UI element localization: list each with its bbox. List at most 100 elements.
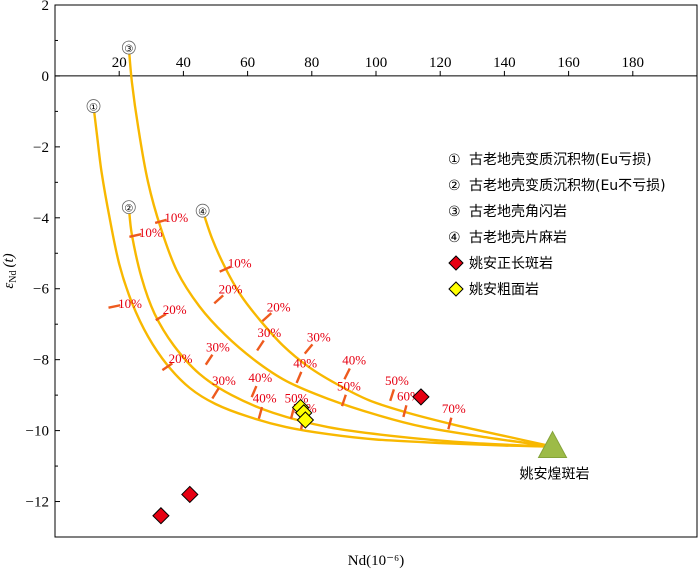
mixing-tick-label: 30% <box>257 325 281 340</box>
mixing-tick-mark <box>129 233 142 239</box>
curve-start-marker <box>121 40 136 55</box>
mixing-tick-mark <box>154 218 168 225</box>
mixing-curve-1 <box>92 104 554 448</box>
y-tick-label: −8 <box>33 353 49 369</box>
mixing-tick-label: 10% <box>118 296 142 311</box>
mixing-tick-label: 10% <box>228 256 252 271</box>
mixing-tick-mark <box>155 312 167 322</box>
x-tick-label: 180 <box>622 55 645 71</box>
samples: 姚安煌斑岩 <box>152 388 590 525</box>
legend-number: ② <box>448 178 461 194</box>
mixing-tick-mark <box>161 362 173 372</box>
x-axis-title: Nd(10⁻⁶) <box>348 553 404 569</box>
mixing-tick-label: 20% <box>219 282 243 297</box>
mixing-tick-mark <box>261 312 273 323</box>
mixing-tick-label: 40% <box>293 356 317 371</box>
x-tick-label: 40 <box>176 55 191 71</box>
mixing-tick-mark <box>295 371 303 384</box>
legend-number: ① <box>448 152 461 168</box>
x-tick-label: 140 <box>493 55 516 71</box>
legend-yellow-diamond <box>448 281 464 297</box>
y-axis-title-italic: (t) <box>1 253 17 267</box>
mixing-tick-mark <box>204 354 214 366</box>
mixing-tick-label: 10% <box>139 225 163 240</box>
y-axis: 2 0 −2 −4 −6 −8 −10 −12 <box>26 0 60 511</box>
curve-start-label: ③ <box>124 44 133 55</box>
y-tick-label: −12 <box>26 495 49 511</box>
lamprophyre-endmember <box>537 430 568 459</box>
mixing-tick-mark <box>303 343 314 355</box>
x-axis: 20 40 60 80 100 120 140 160 180 <box>55 55 697 77</box>
curve-ticks: 10% 20% 30% 40% 50% 10% 20% 30% 40% 50% 10% 20% 30% 4… <box>108 210 466 430</box>
legend-label: 古老地壳变质沉积物(Eu不亏损) <box>469 177 666 194</box>
x-tick-label: 80 <box>304 55 319 71</box>
mixing-tick-label: 30% <box>206 339 230 354</box>
mixing-tick-label: 20% <box>169 351 193 366</box>
mixing-curves: ① ② ③ ④ <box>86 40 554 448</box>
mixing-tick-mark <box>250 385 258 398</box>
mixing-tick-mark <box>213 294 224 305</box>
legend-label: 姚安粗面岩 <box>469 282 539 298</box>
y-tick-label: −10 <box>26 424 49 440</box>
legend-number: ③ <box>448 204 461 220</box>
y-axis-title-sub: Nd <box>8 271 19 283</box>
mixing-curve-2 <box>127 206 554 448</box>
mixing-tick-mark <box>219 265 232 273</box>
mixing-tick-label: 10% <box>164 210 188 225</box>
mixing-tick-label: 30% <box>212 373 236 388</box>
y-tick-label: −4 <box>33 211 49 227</box>
mixing-tick-label: 50% <box>337 378 361 393</box>
mixing-tick-mark <box>447 417 453 430</box>
mixing-tick-mark <box>343 367 351 380</box>
mixing-tick-mark <box>256 339 265 352</box>
legend-label: 姚安正长斑岩 <box>469 256 553 272</box>
plot-frame <box>54 4 698 538</box>
syenite-porphyry-point <box>181 485 199 504</box>
trachyte-point <box>296 411 315 429</box>
y-tick-label: −6 <box>33 282 49 298</box>
mixing-tick-mark <box>402 404 408 418</box>
legend-label: 古老地壳片麻岩 <box>469 229 567 246</box>
curve-start-label: ② <box>124 204 133 215</box>
curve-start-marker <box>86 99 101 113</box>
syenite-porphyry-point <box>152 507 170 525</box>
x-tick-label: 20 <box>112 55 127 71</box>
x-tick-label: 60 <box>240 55 255 71</box>
curve-start-marker <box>121 200 136 215</box>
legend: ① 古老地壳变质沉积物(Eu亏损) ② 古老地壳变质沉积物(Eu不亏损) ③ 古老地壳角闪… <box>448 151 666 298</box>
mixing-tick-label: 20% <box>267 299 291 314</box>
mixing-tick-label: 60% <box>397 389 421 404</box>
legend-red-diamond <box>448 255 464 271</box>
y-tick-label: 2 <box>42 0 50 14</box>
curve-start-marker <box>195 203 210 218</box>
mixing-tick-mark <box>389 389 396 402</box>
legend-label: 古老地壳变质沉积物(Eu亏损) <box>469 151 652 168</box>
syenite-porphyry-point <box>412 388 430 406</box>
mixing-tick-label: 30% <box>307 330 331 345</box>
mixing-tick-mark <box>211 387 220 400</box>
x-tick-label: 100 <box>365 55 388 71</box>
mixing-curve-4 <box>201 209 554 448</box>
mixing-tick-label: 70% <box>442 401 466 416</box>
y-axis-title: εNd (t) <box>1 253 19 288</box>
legend-label: 古老地壳角闪岩 <box>469 203 567 220</box>
lamprophyre-label: 姚安煌斑岩 <box>520 467 590 483</box>
mixing-tick-label: 40% <box>248 370 272 385</box>
mixing-curve-3 <box>127 46 554 448</box>
y-tick-label: −2 <box>33 140 49 156</box>
legend-number: ④ <box>448 230 461 246</box>
mixing-tick-label: 20% <box>163 302 187 317</box>
x-tick-label: 160 <box>557 55 580 71</box>
mixing-tick-label: 40% <box>342 353 366 368</box>
mixing-tick-label: 40% <box>253 390 277 405</box>
curve-start-label: ④ <box>198 207 207 218</box>
mixing-tick-mark <box>108 304 121 309</box>
mixing-tick-label: 50% <box>385 373 409 388</box>
x-tick-label: 120 <box>429 55 452 71</box>
y-tick-label: 0 <box>42 69 50 85</box>
mixing-tick-mark <box>340 394 347 407</box>
y-axis-title-main: ε <box>1 283 17 289</box>
mixing-tick-mark <box>257 406 264 419</box>
curve-start-label: ① <box>89 103 98 114</box>
